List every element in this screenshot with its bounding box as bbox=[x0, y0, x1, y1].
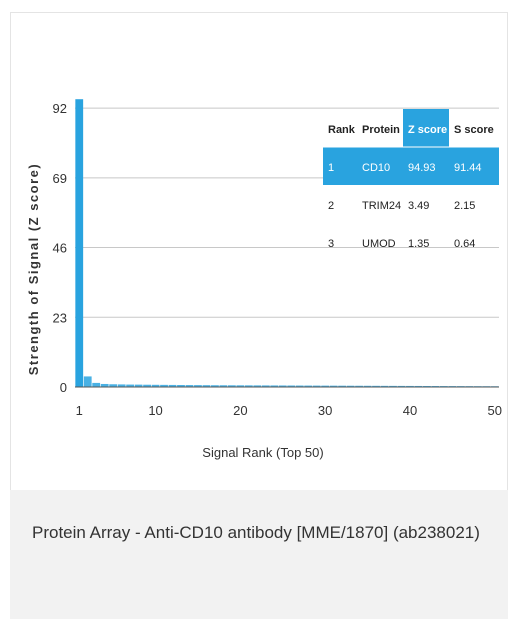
bar bbox=[185, 385, 194, 387]
x-tick-label: 1 bbox=[76, 403, 83, 418]
table-header-cell: Z score bbox=[408, 124, 447, 136]
bar bbox=[211, 385, 219, 387]
bar bbox=[168, 384, 177, 387]
bar bbox=[253, 385, 262, 387]
y-axis-label: Strength of Signal (Z score) bbox=[26, 163, 41, 375]
table-cell: 3.49 bbox=[408, 200, 429, 212]
figure-caption: Protein Array - Anti-CD10 antibody [MME/… bbox=[32, 523, 480, 542]
bar bbox=[92, 382, 101, 387]
table-header-cell: Rank bbox=[328, 124, 356, 136]
table-header-cell: Protein bbox=[362, 124, 400, 136]
table-cell: 1 bbox=[328, 162, 334, 174]
bar bbox=[397, 385, 406, 387]
bar bbox=[372, 385, 380, 387]
bar bbox=[304, 385, 313, 387]
bar bbox=[227, 385, 236, 387]
bar bbox=[261, 385, 270, 387]
bar bbox=[83, 376, 92, 387]
y-tick-label: 0 bbox=[60, 380, 67, 395]
bar bbox=[244, 385, 253, 387]
x-tick-label: 20 bbox=[233, 403, 247, 418]
x-tick-label: 30 bbox=[318, 403, 332, 418]
bar bbox=[380, 385, 389, 387]
bar bbox=[287, 385, 296, 387]
table-header-cell: S score bbox=[454, 124, 494, 136]
table-cell: 2.15 bbox=[454, 200, 475, 212]
table-cell: TRIM24 bbox=[362, 200, 401, 212]
figure-card: 0 23 46 69 92 1 10 20 30 40 50 Strength of Signal… bbox=[10, 12, 508, 490]
y-tick-label: 46 bbox=[53, 241, 67, 256]
grid-lines bbox=[75, 107, 499, 318]
bar bbox=[329, 385, 338, 387]
x-tick-label: 50 bbox=[488, 403, 502, 418]
x-tick-label: 10 bbox=[148, 403, 162, 418]
bar bbox=[160, 384, 168, 387]
bars bbox=[75, 99, 499, 387]
bar bbox=[236, 385, 245, 387]
row-highlight bbox=[323, 147, 499, 185]
y-tick-labels: 0 23 46 69 92 bbox=[53, 101, 67, 395]
bar bbox=[117, 384, 126, 387]
bar bbox=[202, 385, 211, 387]
x-tick-label: 40 bbox=[403, 403, 417, 418]
table-cell: UMOD bbox=[362, 238, 396, 250]
table-cell: 91.44 bbox=[454, 162, 482, 174]
bar bbox=[278, 385, 287, 387]
bar bbox=[295, 385, 304, 387]
bar bbox=[270, 385, 279, 387]
bar bbox=[126, 384, 135, 387]
bar bbox=[414, 385, 423, 387]
y-tick-label: 69 bbox=[53, 171, 67, 186]
caption-box: Protein Array - Anti-CD10 antibody [MME/… bbox=[10, 490, 508, 619]
bar bbox=[143, 384, 151, 387]
header-highlight bbox=[403, 109, 449, 147]
bar bbox=[177, 384, 185, 387]
results-table: Rank Protein Z score S score 1 CD10 94.93 91.44… bbox=[323, 109, 499, 250]
y-tick-label: 23 bbox=[53, 310, 67, 325]
x-tick-labels: 1 10 20 30 40 50 bbox=[76, 403, 502, 418]
table-cell: 1.35 bbox=[408, 238, 429, 250]
bar bbox=[389, 385, 397, 387]
table-cell: 2 bbox=[328, 200, 334, 212]
bar bbox=[346, 385, 355, 387]
bar bbox=[321, 385, 330, 387]
table-cell: CD10 bbox=[362, 162, 390, 174]
bar bbox=[363, 385, 372, 387]
bar bbox=[219, 385, 228, 387]
bar bbox=[355, 385, 363, 387]
bar bbox=[109, 384, 118, 387]
x-axis-label: Signal Rank (Top 50) bbox=[202, 445, 323, 460]
bar bbox=[312, 385, 321, 387]
bar bbox=[406, 385, 414, 387]
table-cell: 94.93 bbox=[408, 162, 436, 174]
table-cell: 3 bbox=[328, 238, 334, 250]
bar bbox=[423, 385, 431, 387]
table-cell: 0.64 bbox=[454, 238, 475, 250]
bar bbox=[100, 383, 109, 387]
bar bbox=[134, 384, 143, 387]
y-tick-label: 92 bbox=[53, 101, 67, 116]
bar bbox=[194, 385, 202, 387]
bar bbox=[151, 384, 160, 387]
bar bbox=[75, 99, 84, 387]
bar bbox=[338, 385, 347, 387]
